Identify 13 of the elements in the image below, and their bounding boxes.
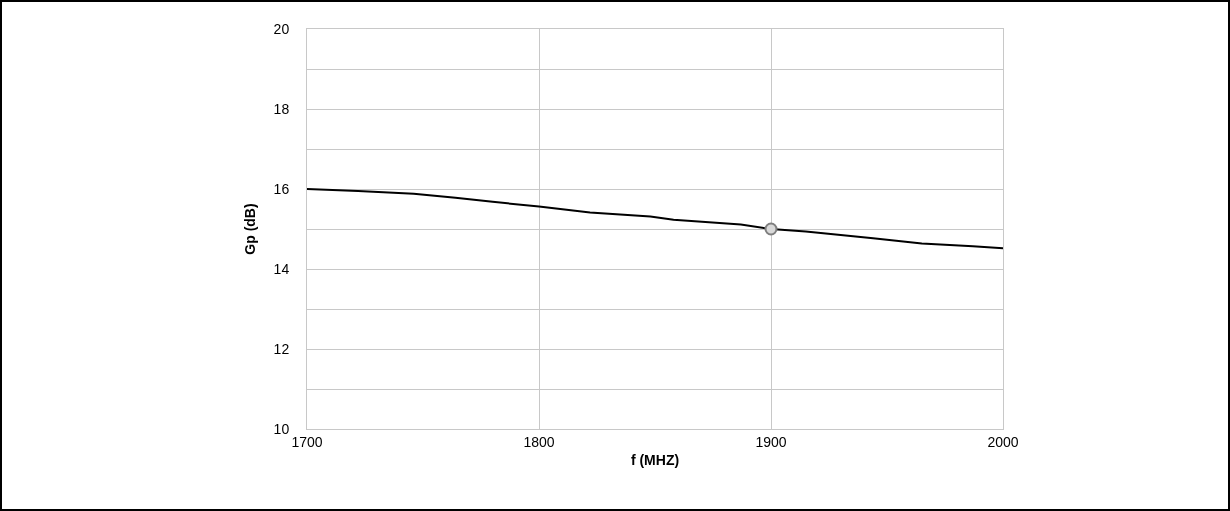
- y-tick-label: 10: [273, 420, 290, 437]
- x-tick-label: 1800: [523, 433, 555, 450]
- x-tick-label: 1700: [291, 433, 323, 450]
- y-tick-label: 20: [273, 20, 290, 37]
- y-tick-label: 18: [273, 100, 290, 117]
- x-tick-label: 2000: [987, 433, 1019, 450]
- y-tick-label: 14: [273, 260, 290, 277]
- line-series: [307, 188, 1003, 250]
- x-tick-label: 1900: [755, 433, 787, 450]
- x-axis-title: f (MHZ): [630, 452, 680, 469]
- y-tick-label: 12: [273, 340, 290, 357]
- y-axis-title: Gp (dB): [242, 203, 259, 255]
- y-tick-label: 16: [273, 180, 290, 197]
